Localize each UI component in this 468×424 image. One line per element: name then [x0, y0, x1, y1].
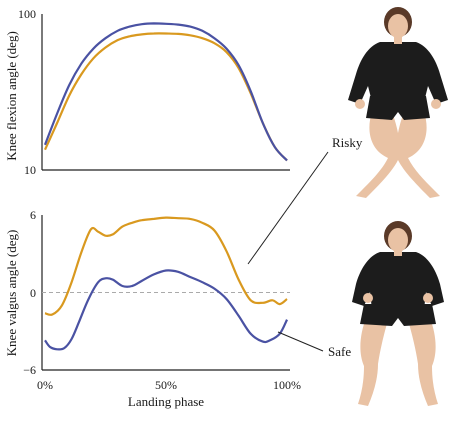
risky-pointer-line	[247, 151, 329, 265]
risky-neck	[394, 36, 402, 44]
x-axis-label: Landing phase	[128, 394, 204, 409]
flexion-panel: 100 10 Knee flexion angle (deg)	[4, 7, 290, 177]
safe-torso	[352, 252, 444, 310]
risky-label: Risky	[332, 135, 363, 150]
valgus-tick-0: 0	[30, 286, 36, 300]
flexion-tick-100: 100	[18, 7, 36, 21]
flexion-tick-10: 10	[24, 163, 36, 177]
valgus-risky-line	[44, 216, 288, 316]
risky-landing-photo	[348, 7, 448, 198]
risky-face	[388, 14, 408, 38]
flexion-risky-line	[43, 32, 288, 162]
safe-label: Safe	[328, 344, 351, 359]
x-tick-0: 0%	[37, 378, 53, 392]
safe-pointer-line	[277, 331, 324, 352]
safe-right-leg	[408, 318, 438, 406]
risky-left-hand	[355, 99, 365, 109]
valgus-tick-minus6: −6	[23, 363, 36, 377]
safe-right-hand	[423, 293, 433, 303]
safe-face	[388, 228, 408, 252]
valgus-tick-6: 6	[30, 208, 36, 222]
flexion-safe-line	[43, 22, 288, 162]
valgus-y-label: Knee valgus angle (deg)	[4, 230, 19, 357]
risky-right-hand	[431, 99, 441, 109]
safe-left-leg	[358, 318, 388, 406]
safe-landing-photo	[352, 221, 444, 406]
x-tick-100: 100%	[273, 378, 301, 392]
safe-neck	[394, 250, 402, 256]
risky-left-leg	[356, 112, 400, 198]
x-tick-50: 50%	[155, 378, 177, 392]
flexion-y-label: Knee flexion angle (deg)	[4, 31, 19, 161]
valgus-panel: 6 0 −6 0% 50% 100% Landing phase Knee va…	[4, 208, 301, 409]
safe-left-hand	[363, 293, 373, 303]
risky-torso	[348, 42, 448, 104]
risky-right-leg	[396, 112, 440, 198]
valgus-safe-line	[44, 269, 288, 351]
callouts: Risky Safe	[247, 135, 363, 359]
